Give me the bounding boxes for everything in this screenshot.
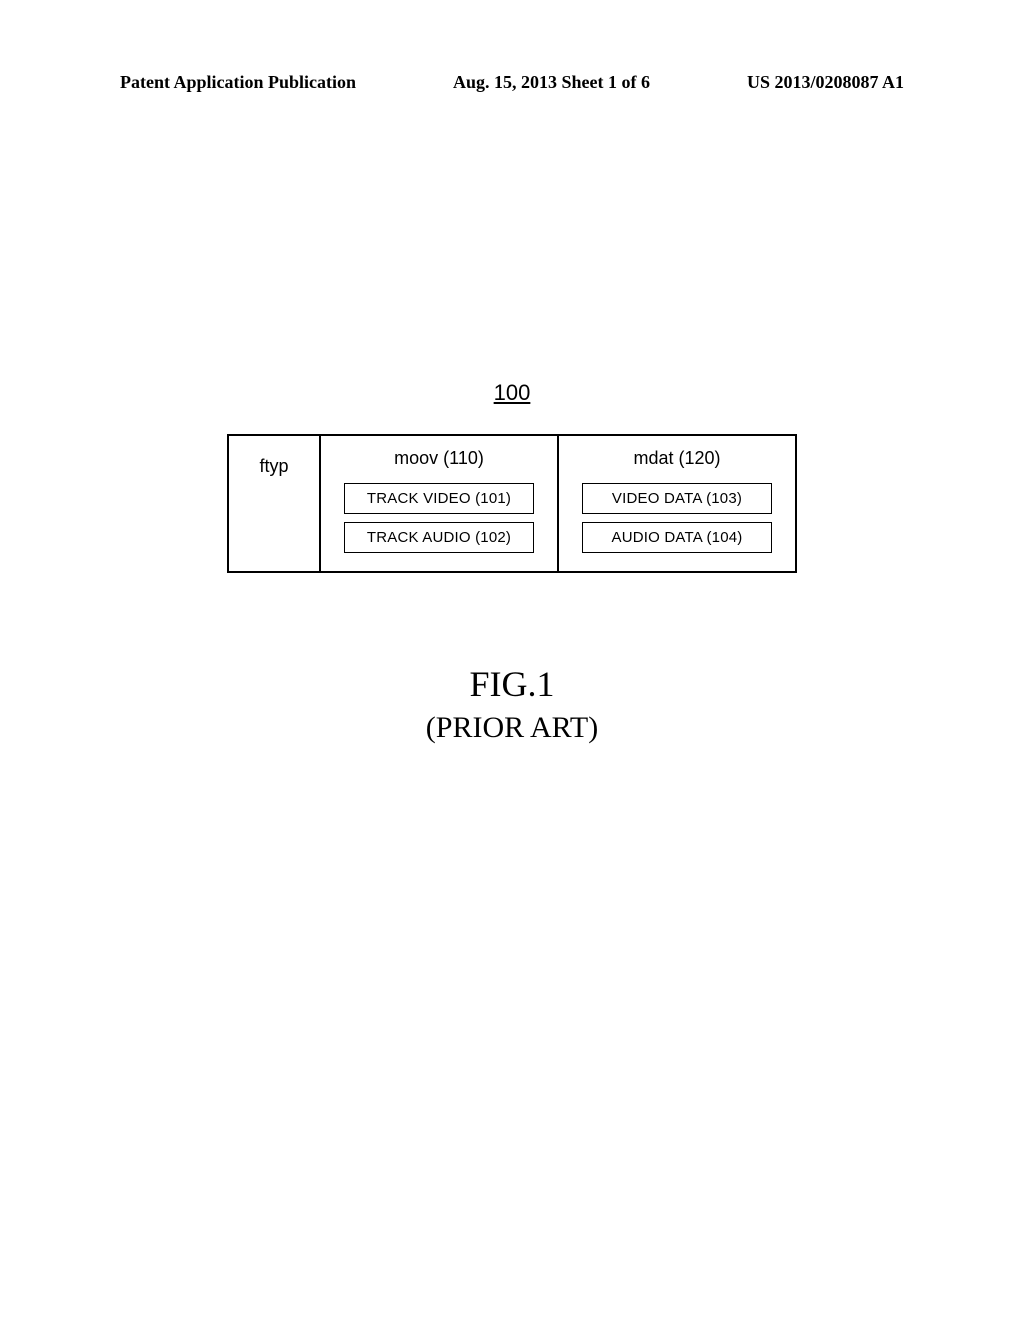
ftyp-block: ftyp <box>229 436 321 571</box>
track-audio-box: TRACK AUDIO (102) <box>344 522 534 553</box>
video-data-box: VIDEO DATA (103) <box>582 483 772 514</box>
figure-caption: FIG.1 (PRIOR ART) <box>426 663 598 745</box>
figure-sublabel: (PRIOR ART) <box>426 711 598 745</box>
header-publication-type: Patent Application Publication <box>120 72 356 93</box>
figure-content: 100 ftyp moov (110) TRACK VIDEO (101) TR… <box>0 380 1024 745</box>
figure-label: FIG.1 <box>426 663 598 705</box>
header-date-sheet: Aug. 15, 2013 Sheet 1 of 6 <box>356 72 747 93</box>
track-video-box: TRACK VIDEO (101) <box>344 483 534 514</box>
mdat-title: mdat (120) <box>633 448 720 469</box>
mdat-section: mdat (120) VIDEO DATA (103) AUDIO DATA (… <box>557 436 795 571</box>
page-header: Patent Application Publication Aug. 15, … <box>0 72 1024 93</box>
moov-title: moov (110) <box>394 448 484 469</box>
ftyp-label: ftyp <box>259 456 288 477</box>
header-patent-number: US 2013/0208087 A1 <box>747 72 904 93</box>
file-structure-diagram: ftyp moov (110) TRACK VIDEO (101) TRACK … <box>227 434 797 573</box>
audio-data-box: AUDIO DATA (104) <box>582 522 772 553</box>
diagram-reference-number: 100 <box>494 380 531 406</box>
moov-section: moov (110) TRACK VIDEO (101) TRACK AUDIO… <box>321 436 557 571</box>
